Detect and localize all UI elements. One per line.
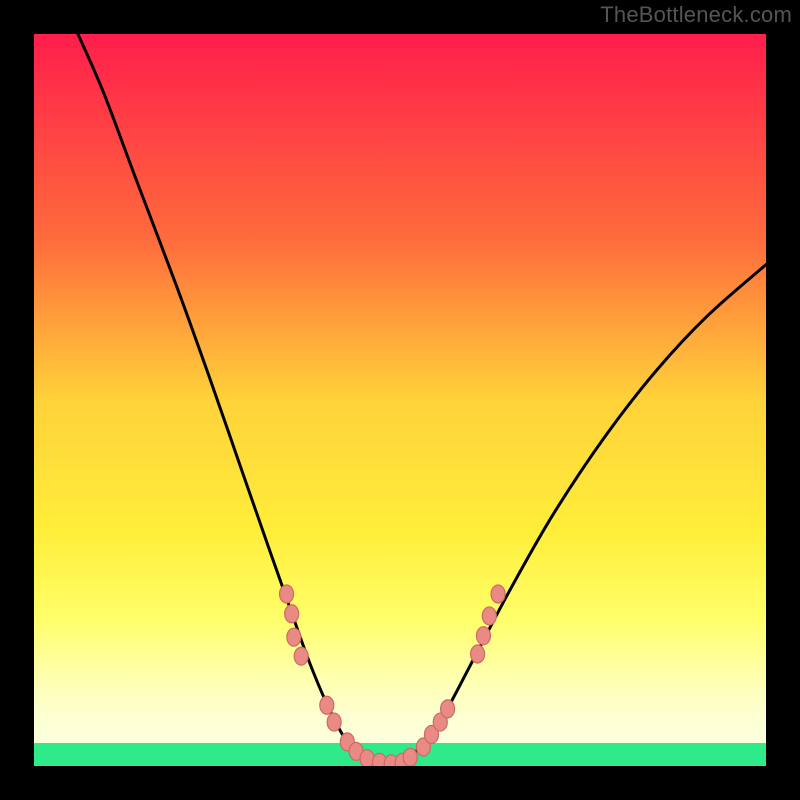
marker-left [285,605,299,623]
marker-right [441,700,455,718]
right-curve [385,265,766,763]
marker-left [294,647,308,665]
marker-right [471,645,485,663]
marker-left [320,696,334,714]
marker-right [491,585,505,603]
watermark-text: TheBottleneck.com [600,2,792,28]
left-curve [78,34,385,763]
marker-left [280,585,294,603]
marker-left [327,713,341,731]
curve-layer [34,34,766,766]
marker-right [482,607,496,625]
marker-left [287,628,301,646]
chart-root: TheBottleneck.com [0,0,800,800]
marker-right [403,748,417,766]
plot-area [34,34,766,766]
marker-right [476,627,490,645]
